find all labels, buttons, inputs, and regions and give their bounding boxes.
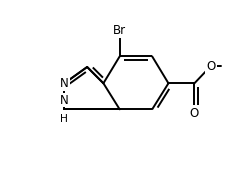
Text: N: N: [60, 94, 69, 107]
Text: O: O: [206, 60, 215, 73]
Text: N: N: [60, 77, 69, 90]
Text: H: H: [61, 114, 68, 124]
Text: Br: Br: [113, 24, 126, 37]
Text: O: O: [190, 107, 199, 120]
